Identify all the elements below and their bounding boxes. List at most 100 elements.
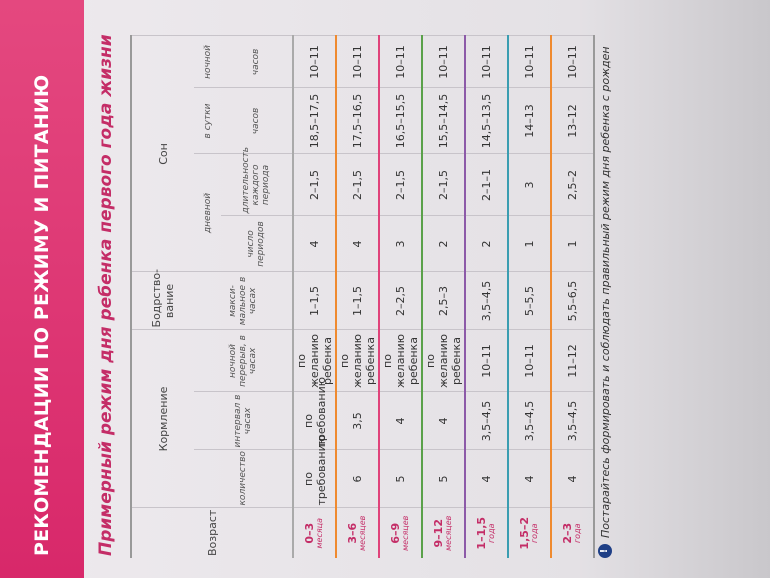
age-range: 1–1,5 (475, 516, 489, 550)
table-cell: 2,5–2 (551, 153, 594, 216)
head-cell: Кормление (131, 329, 195, 508)
head-cell: количество (194, 450, 293, 508)
section-title: РЕКОМЕНДАЦИИ ПО РЕЖИМУ И ПИТАНИЮ (31, 74, 53, 556)
footnote-row: ! Постарайтесь формировать и соблюдать пр… (598, 18, 612, 558)
table-cell: 6 (336, 450, 379, 508)
table-cell: 1–1,5 (336, 271, 379, 330)
table-cell: 2–1,5 (293, 153, 336, 216)
age-range: 1,5–2 (518, 516, 532, 550)
table-row: 1,5–2 года 4 3,5–4,5 10–11 5–5,5 1 3 14–13 10–11 (508, 35, 551, 558)
age-unit: месяца (315, 518, 325, 549)
schedule-table: Возраст Кормление Бодрство-вание Сон кол… (130, 35, 595, 558)
table-row: 6–9 месяцев 5 4 по желанию ребенка 2–2,5 3 2–1,… (379, 35, 422, 558)
table-cell: 16,5–15,5 (379, 87, 422, 154)
table-cell: 10–11 (379, 35, 422, 88)
age-cell: 6–9 месяцев (379, 508, 422, 558)
table-cell: по желанию ребенка (422, 329, 465, 392)
table-cell: 14–13 (508, 87, 551, 154)
table-row: 3–6 месяцев 6 3,5 по желанию ребенка 1–1,5 4 2–… (336, 35, 379, 558)
table-cell: 4 (465, 450, 508, 508)
age-cell: 1–1,5 года (465, 508, 508, 558)
age-cell: 3–6 месяцев (336, 508, 379, 558)
head-cell: интервал в часах (194, 392, 293, 450)
table-cell: 1–1,5 (293, 271, 336, 330)
head-cell: часов (220, 35, 293, 88)
table-cell: по желанию ребенка (293, 329, 336, 392)
table-cell: 10–11 (293, 35, 336, 88)
head-cell: длительность каждого периода (220, 147, 293, 216)
table-cell: 10–11 (336, 35, 379, 88)
age-range: 9–12 (432, 519, 446, 548)
age-unit: месяцев (444, 515, 454, 551)
table-cell: 10–11 (508, 329, 551, 392)
table-cell: 3 (508, 153, 551, 216)
age-cell: 2–3 года (551, 508, 594, 558)
table-cell: 4 (508, 450, 551, 508)
table-cell: 3,5–4,5 (465, 271, 508, 330)
table-cell: 2–1,5 (422, 153, 465, 216)
table-cell: 18,5–17,5 (293, 87, 336, 154)
table-cell: 10–11 (508, 35, 551, 88)
head-cell: Бодрство-вание (131, 269, 195, 330)
table-cell: 4 (293, 215, 336, 272)
age-range: 0–3 (303, 522, 317, 544)
table-body: 0–3 месяца по требованию по требованию по же… (293, 35, 594, 558)
table-cell: 5,5–6,5 (551, 271, 594, 330)
head-cell: макси-мальное в часах (194, 271, 293, 330)
table-row: 1–1,5 года 4 3,5–4,5 10–11 3,5–4,5 2 2–1–1 14,5–… (465, 35, 508, 558)
table-title: Примерный режим дня ребенка первого года… (96, 34, 116, 556)
head-cell: в сутки (194, 87, 221, 154)
table-cell: 2 (422, 215, 465, 272)
age-unit: года (487, 523, 497, 544)
age-range: 3–6 (346, 522, 360, 544)
age-unit: месяцев (358, 515, 368, 551)
table-cell: по желанию ребенка (336, 329, 379, 392)
table-row: 2–3 года 4 3,5–4,5 11–12 5,5–6,5 1 2,5–2 13–12 10… (551, 35, 594, 558)
table-cell: 10–11 (422, 35, 465, 88)
table-cell: по требованию (293, 435, 336, 508)
table-cell: 2–1,5 (379, 153, 422, 216)
table-cell: 3,5–4,5 (465, 392, 508, 450)
info-icon: ! (598, 544, 612, 558)
head-cell: дневной (194, 153, 221, 272)
age-unit: месяцев (401, 515, 411, 551)
table-cell: 3,5–4,5 (551, 392, 594, 450)
age-cell: 9–12 месяцев (422, 508, 465, 558)
table-cell: 15,5–14,5 (422, 87, 465, 154)
table-cell: 3 (379, 215, 422, 272)
table-cell: 2–1,5 (336, 153, 379, 216)
table-cell: 10–11 (465, 35, 508, 88)
table-row: 9–12 месяцев 5 4 по желанию ребенка 2,5–3 2 2–1… (422, 35, 465, 558)
head-cell: ночной (194, 35, 221, 88)
table-cell: 17,5–16,5 (336, 87, 379, 154)
age-range: 6–9 (389, 522, 403, 544)
head-cell: Возраст (131, 508, 293, 558)
table-cell: 4 (379, 392, 422, 450)
age-cell: 0–3 месяца (293, 508, 336, 558)
table-cell: 2,5–3 (422, 271, 465, 330)
table-cell: 3,5 (336, 392, 379, 450)
footnote: Постарайтесь формировать и соблюдать пра… (598, 46, 612, 538)
table-cell: по требованию (293, 377, 336, 450)
head-cell: число периодов (220, 215, 293, 272)
table-cell: 10–11 (465, 329, 508, 392)
head-cell: часов (220, 87, 293, 154)
table-cell: 5–5,5 (508, 271, 551, 330)
table-cell: 5 (379, 450, 422, 508)
head-cell: ночной перерыв, в часах (194, 329, 293, 392)
table-cell: 2 (465, 215, 508, 272)
table-cell: 3,5–4,5 (508, 392, 551, 450)
table-cell: 13–12 (551, 87, 594, 154)
table-cell: 1 (551, 215, 594, 272)
table-cell: 5 (422, 450, 465, 508)
table-cell: 4 (422, 392, 465, 450)
table-cell: 2–2,5 (379, 271, 422, 330)
table-cell: 4 (551, 450, 594, 508)
age-unit: года (530, 523, 540, 544)
age-unit: года (573, 523, 583, 544)
head-cell: Сон (131, 35, 195, 272)
table-cell: 1 (508, 215, 551, 272)
age-range: 2–3 (561, 522, 575, 544)
section-band: РЕКОМЕНДАЦИИ ПО РЕЖИМУ И ПИТАНИЮ (0, 0, 84, 578)
